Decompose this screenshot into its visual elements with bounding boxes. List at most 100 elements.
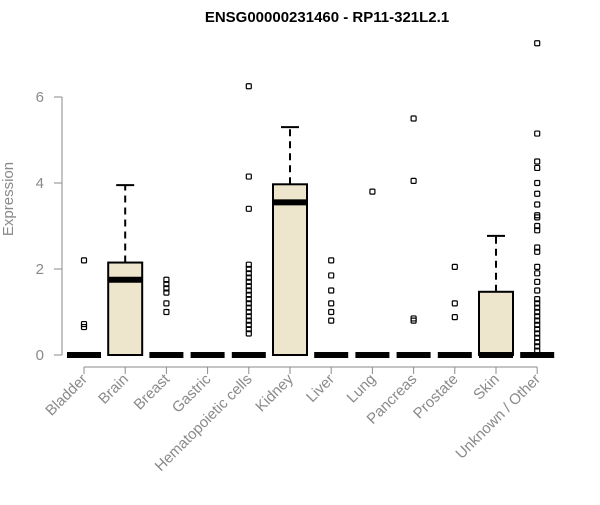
outlier-point xyxy=(328,317,335,324)
outlier-point xyxy=(534,343,541,350)
outlier-point xyxy=(451,300,458,307)
outlier-point xyxy=(534,201,541,208)
x-tick-label: Brain xyxy=(95,371,132,408)
outlier-point xyxy=(534,313,541,320)
box-group xyxy=(396,115,431,358)
box-group xyxy=(107,184,144,356)
outlier-point xyxy=(163,285,170,292)
outlier-point xyxy=(451,314,458,321)
median-line xyxy=(437,352,472,358)
outlier-point xyxy=(245,300,252,307)
median-line xyxy=(67,352,101,358)
outlier-point xyxy=(245,330,252,337)
outlier-point xyxy=(163,276,170,283)
outlier-point xyxy=(534,179,541,187)
outlier-point xyxy=(534,244,541,251)
outlier-point xyxy=(534,287,541,294)
box xyxy=(107,261,144,356)
y-axis: 0 2 4 6 xyxy=(36,89,63,364)
outlier-point xyxy=(534,300,541,307)
outlier-point xyxy=(534,40,541,47)
outlier-point xyxy=(534,130,541,137)
outlier-point xyxy=(245,313,252,320)
x-tick-label: Prostate xyxy=(410,371,462,423)
median-line xyxy=(273,199,307,206)
chart-title: ENSG00000231460 - RP11-321L2.1 xyxy=(205,9,449,26)
outlier-point xyxy=(328,257,335,264)
box-group xyxy=(437,263,472,358)
outlier-point xyxy=(245,205,252,212)
outlier-point xyxy=(451,263,458,270)
median-line xyxy=(149,352,184,358)
outlier-point xyxy=(534,321,541,328)
box-group xyxy=(520,40,555,358)
outlier-point xyxy=(534,227,541,234)
outlier-point xyxy=(534,278,541,285)
outlier-point xyxy=(245,278,252,285)
outlier-point xyxy=(534,347,541,354)
outlier-point xyxy=(163,280,170,288)
outlier-point xyxy=(534,222,541,230)
outlier-point xyxy=(245,283,252,290)
outlier-point xyxy=(245,265,252,273)
outlier-point xyxy=(369,188,376,195)
box-group xyxy=(355,188,390,358)
x-tick-label: Bladder xyxy=(42,371,91,420)
outlier-point xyxy=(80,257,88,264)
outlier-point xyxy=(534,158,541,165)
outlier-point xyxy=(534,339,541,346)
outlier-point xyxy=(245,270,252,277)
boxes xyxy=(67,40,555,358)
x-tick-label: Kidney xyxy=(252,370,297,415)
y-tick-label: 0 xyxy=(36,347,44,364)
outlier-point xyxy=(245,83,252,90)
median-line xyxy=(190,352,225,358)
outlier-point xyxy=(245,304,252,311)
outlier-point xyxy=(534,164,541,172)
box-group xyxy=(190,352,225,358)
outlier-point xyxy=(534,330,541,337)
box-group xyxy=(478,234,514,358)
x-tick-label: Liver xyxy=(303,371,338,406)
y-tick-label: 2 xyxy=(36,261,44,278)
outlier-point xyxy=(328,287,335,294)
outlier-point xyxy=(80,320,88,328)
median-line xyxy=(396,352,431,358)
outlier-point xyxy=(534,308,541,316)
box-group xyxy=(231,83,266,358)
outlier-point xyxy=(534,214,541,221)
outlier-point xyxy=(163,300,170,307)
x-tick-label: Skin xyxy=(470,371,503,404)
outlier-point xyxy=(534,263,541,270)
outlier-point xyxy=(534,317,541,324)
outlier-point xyxy=(534,326,541,333)
outlier-point xyxy=(534,296,541,303)
box-group xyxy=(272,126,308,356)
box-group xyxy=(67,257,101,358)
x-tick-label: Breast xyxy=(131,370,174,413)
outlier-point xyxy=(245,296,252,303)
box-group xyxy=(149,276,184,358)
median-line xyxy=(231,352,266,358)
outlier-point xyxy=(245,261,252,268)
y-tick-label: 4 xyxy=(36,175,44,192)
outlier-point xyxy=(163,308,170,316)
outlier-point xyxy=(328,272,335,279)
outlier-point xyxy=(245,317,252,324)
outlier-point xyxy=(534,334,541,341)
outlier-point xyxy=(80,323,88,331)
outlier-point xyxy=(245,173,252,180)
box xyxy=(272,183,308,356)
median-line xyxy=(355,352,390,358)
outlier-point xyxy=(245,308,252,316)
outlier-point xyxy=(328,308,335,316)
outlier-point xyxy=(245,287,252,294)
outlier-point xyxy=(534,190,541,197)
outlier-point xyxy=(410,115,417,122)
outlier-point xyxy=(410,177,417,184)
outlier-point xyxy=(534,304,541,311)
outlier-point xyxy=(163,289,170,296)
y-axis-label: Expression xyxy=(0,162,17,236)
